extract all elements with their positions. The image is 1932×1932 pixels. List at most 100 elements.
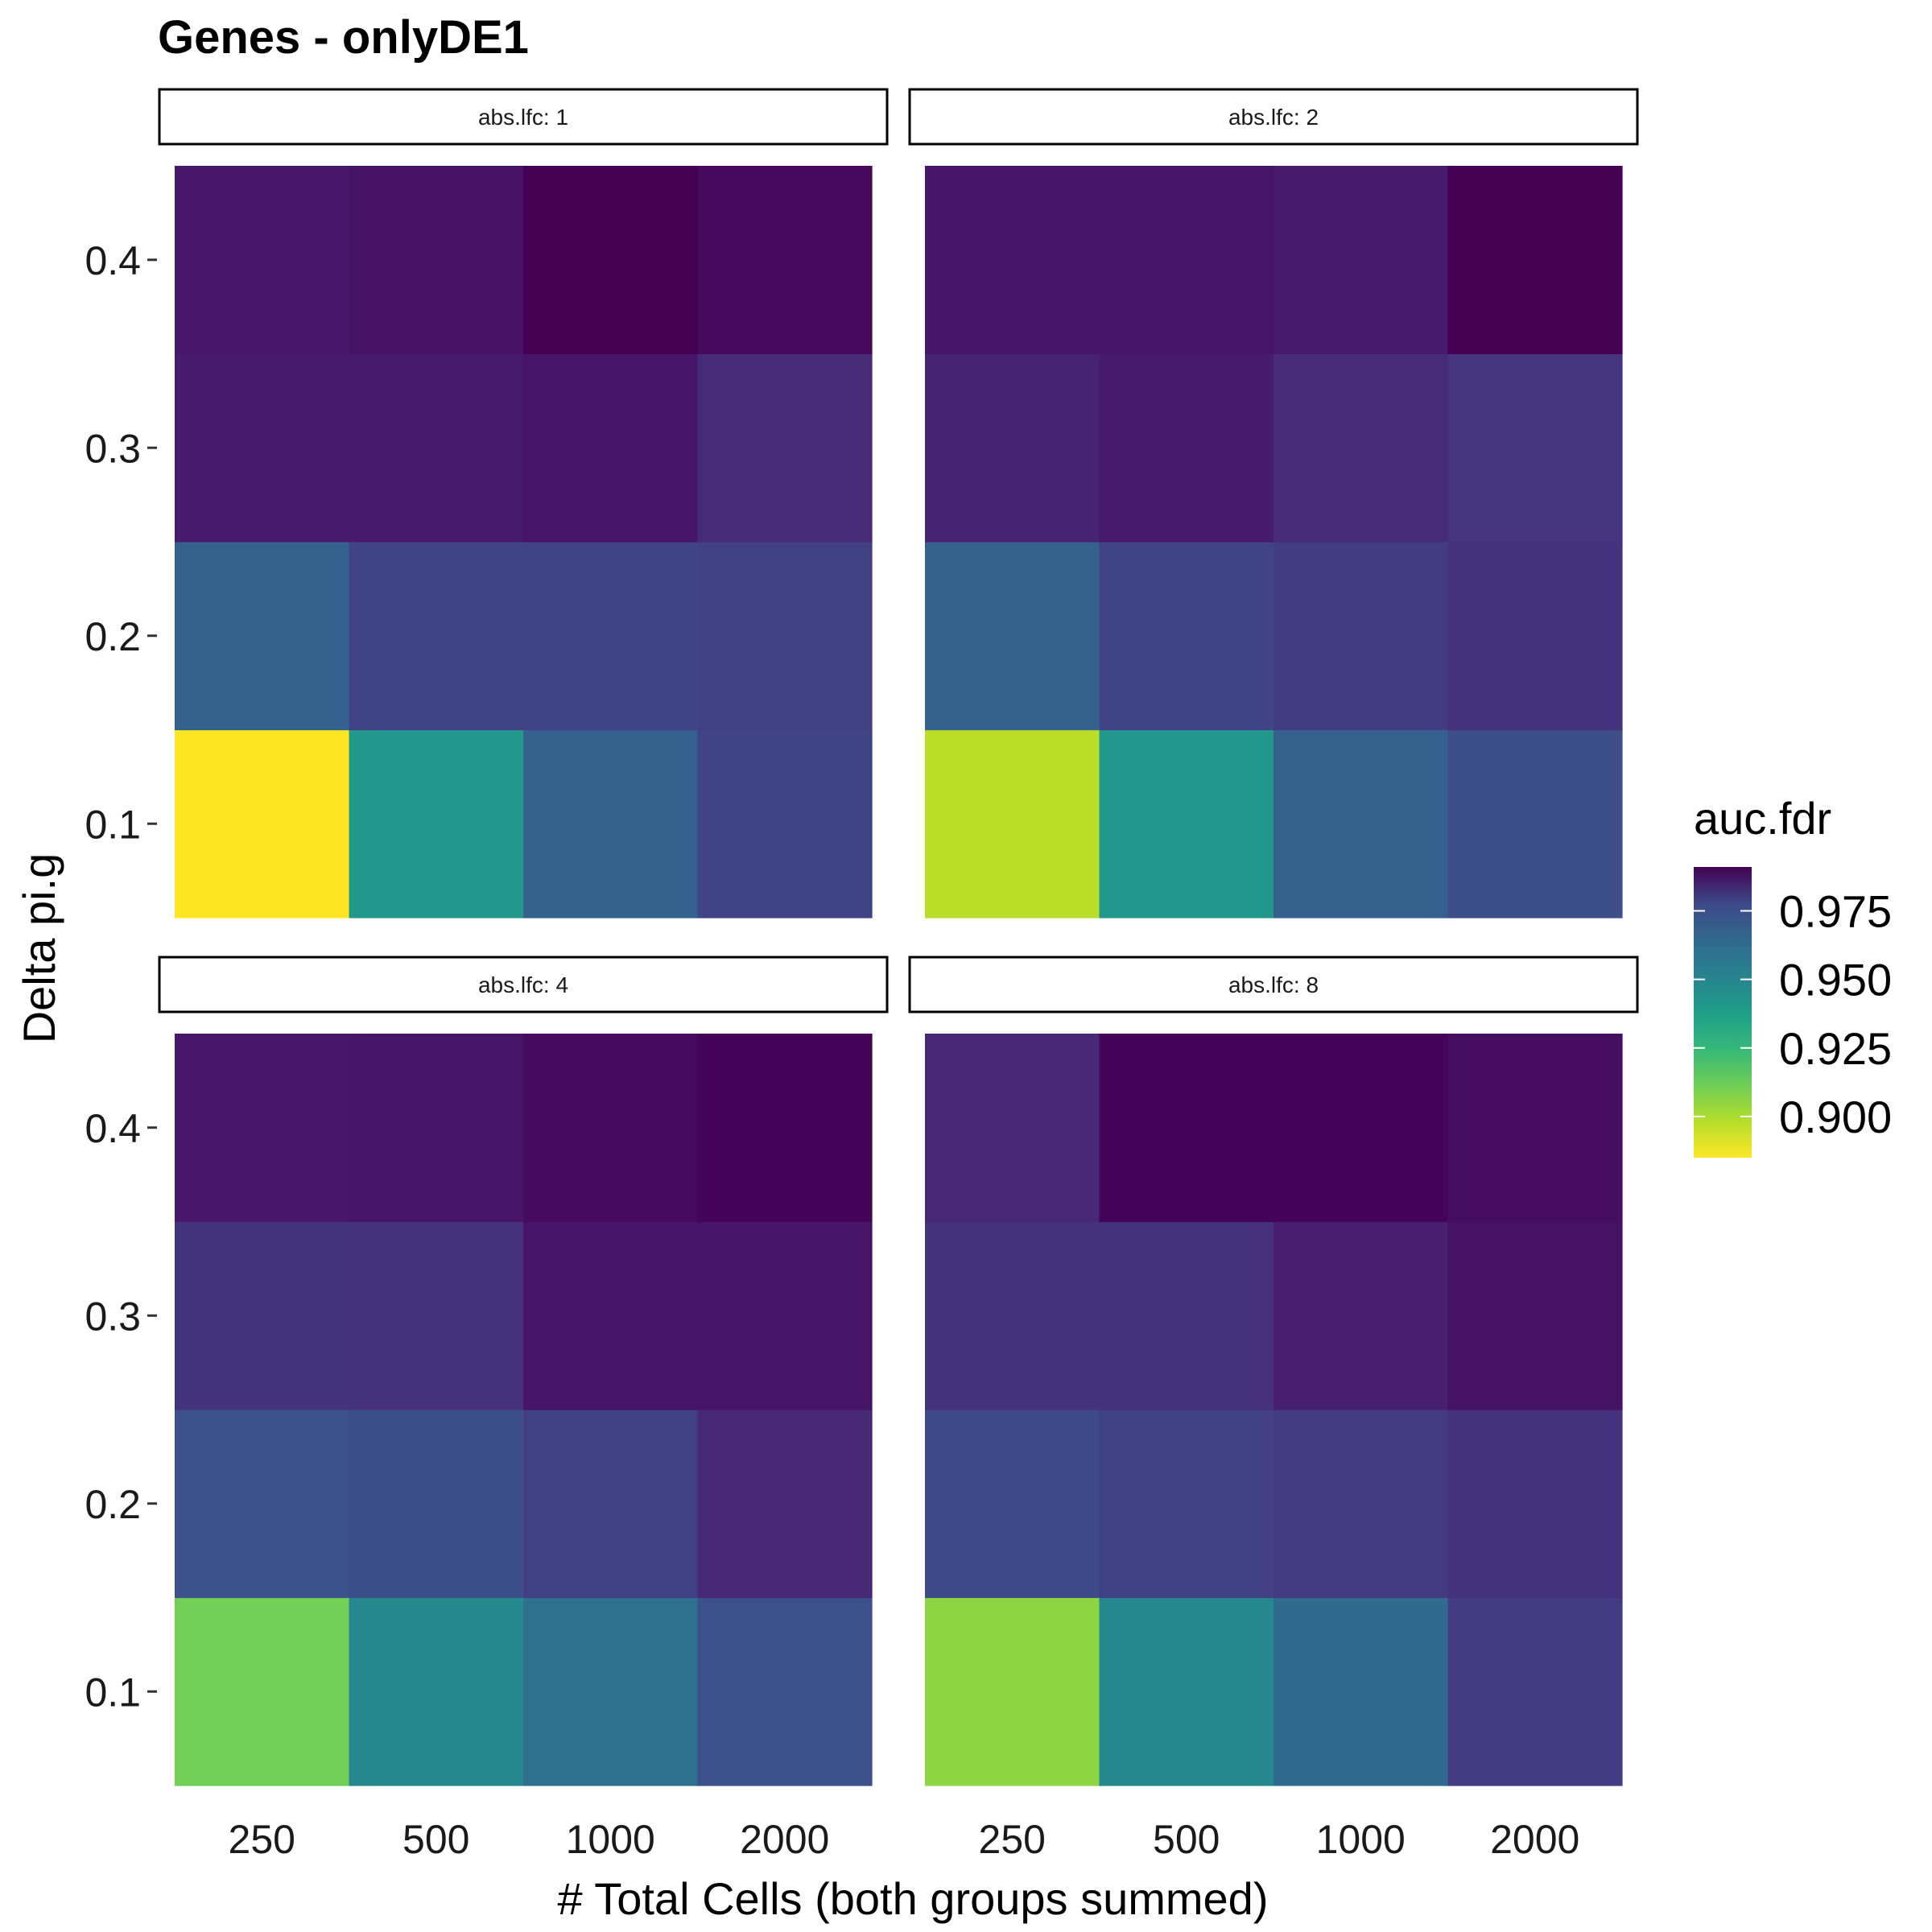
facet-panel: abs.lfc: 2 <box>908 88 1639 919</box>
heatmap-cell <box>349 542 524 731</box>
facet-panel: abs.lfc: 8 <box>908 956 1639 1786</box>
heatmap-cell <box>175 353 350 543</box>
heatmap-cell <box>1274 542 1449 731</box>
y-tick-label: 0.2 <box>85 614 141 659</box>
heatmap-cell <box>523 353 699 543</box>
heatmap-cell <box>1447 1034 1623 1223</box>
facet-strip-label: abs.lfc: 4 <box>478 972 568 997</box>
heatmap-cell <box>925 166 1100 355</box>
y-axis-title: Delta pi.g <box>14 853 64 1044</box>
facet-panel: abs.lfc: 1 <box>158 88 889 919</box>
legend-colorbar <box>1694 867 1752 1158</box>
heatmap-cell <box>349 1410 524 1599</box>
facet-strip <box>908 88 1639 146</box>
heatmap-cell <box>1447 166 1623 355</box>
y-tick-label: 0.4 <box>85 1106 141 1151</box>
chart-title: Genes - onlyDE1 <box>158 11 529 64</box>
heatmap-cell <box>1099 1221 1274 1410</box>
heatmap-cell <box>1447 729 1623 919</box>
heatmap-cell <box>1099 542 1274 731</box>
heatmap-cell <box>523 1221 699 1410</box>
legend-tick-label: 0.925 <box>1779 1023 1892 1074</box>
heatmap-cell <box>175 1410 350 1599</box>
heatmap-cell <box>1274 1597 1449 1786</box>
facet-panel: abs.lfc: 4 <box>158 956 889 1786</box>
facet-strip <box>158 956 889 1013</box>
x-tick-label: 500 <box>1153 1817 1220 1862</box>
heatmap-cell <box>1447 1410 1623 1599</box>
legend-tick-label: 0.975 <box>1779 886 1892 936</box>
heatmap-cell <box>925 353 1100 543</box>
heatmap-cell <box>175 542 350 731</box>
heatmap-cell <box>349 1221 524 1410</box>
heatmap-cell <box>697 1597 873 1786</box>
y-axis: 0.1 0.2 0.3 0.4 0.1 0.2 0.3 0.4 <box>85 238 157 1715</box>
heatmap-cell <box>523 1597 699 1786</box>
heatmap-cell <box>349 166 524 355</box>
legend-title: auc.fdr <box>1694 793 1831 844</box>
heatmap-cell <box>1099 729 1274 919</box>
x-tick-label: 1000 <box>1316 1817 1406 1862</box>
heatmap-cell <box>175 1221 350 1410</box>
heatmap-cell <box>523 166 699 355</box>
heatmap-cell <box>697 1410 873 1599</box>
heatmap-cell <box>175 1034 350 1223</box>
legend-tick-label: 0.900 <box>1779 1092 1892 1142</box>
heatmap-cell <box>1274 1034 1449 1223</box>
y-tick-label: 0.2 <box>85 1482 141 1527</box>
heatmap-cell <box>925 729 1100 919</box>
x-tick-label: 1000 <box>566 1817 655 1862</box>
heatmap-cell <box>1274 729 1449 919</box>
heatmap-cell <box>1099 1410 1274 1599</box>
y-tick-label: 0.3 <box>85 426 141 471</box>
heatmap-cell <box>697 1034 873 1223</box>
heatmap-cell <box>1099 1034 1274 1223</box>
facets: abs.lfc: 1 abs.lfc: 2 abs.lfc: 4 abs.lfc: 8 <box>158 88 1639 1786</box>
heatmap-cell <box>1099 1597 1274 1786</box>
heatmap-cell <box>1274 1410 1449 1599</box>
x-axis: 250 500 1000 2000 250 500 1000 2000 <box>229 1817 1580 1862</box>
x-tick-label: 250 <box>229 1817 295 1862</box>
heatmap-cell <box>1447 542 1623 731</box>
x-tick-label: 2000 <box>740 1817 829 1862</box>
heatmap-cell <box>925 1221 1100 1410</box>
heatmap-cell <box>523 1034 699 1223</box>
heatmap-cell <box>523 729 699 919</box>
heatmap-cell <box>925 1597 1100 1786</box>
heatmap-cell <box>925 1410 1100 1599</box>
x-axis-title: # Total Cells (both groups summed) <box>558 1873 1269 1924</box>
facet-strip <box>908 956 1639 1013</box>
heatmap-cell <box>925 1034 1100 1223</box>
heatmap-cell <box>523 542 699 731</box>
heatmap-cell <box>349 1034 524 1223</box>
heatmap-cell <box>523 1410 699 1599</box>
x-tick-label: 500 <box>402 1817 469 1862</box>
legend-tick-label: 0.950 <box>1779 955 1892 1005</box>
y-tick-label: 0.1 <box>85 802 141 847</box>
y-tick-label: 0.3 <box>85 1294 141 1339</box>
heatmap-cell <box>1274 1221 1449 1410</box>
y-tick-label: 0.1 <box>85 1670 141 1715</box>
heatmap-cell <box>1447 353 1623 543</box>
facet-strip-label: abs.lfc: 8 <box>1228 972 1319 997</box>
heatmap-cell <box>1099 353 1274 543</box>
heatmap-cell <box>1099 166 1274 355</box>
heatmap-cell <box>1274 353 1449 543</box>
heatmap-cell <box>1274 166 1449 355</box>
heatmap-cell <box>1447 1221 1623 1410</box>
heatmap-cell <box>697 353 873 543</box>
heatmap-cell <box>1447 1597 1623 1786</box>
heatmap-cell <box>697 166 873 355</box>
color-legend: auc.fdr 0.900 0.925 0.950 0.975 <box>1694 793 1892 1158</box>
facet-strip-label: abs.lfc: 1 <box>478 105 568 130</box>
heatmap-cell <box>175 166 350 355</box>
heatmap-cell <box>349 353 524 543</box>
heatmap-cell <box>175 1597 350 1786</box>
heatmap-cell <box>175 729 350 919</box>
heatmap-cell <box>349 729 524 919</box>
heatmap-cell <box>349 1597 524 1786</box>
heatmap-cell <box>925 542 1100 731</box>
heatmap-cell <box>697 542 873 731</box>
heatmap-cell <box>697 1221 873 1410</box>
